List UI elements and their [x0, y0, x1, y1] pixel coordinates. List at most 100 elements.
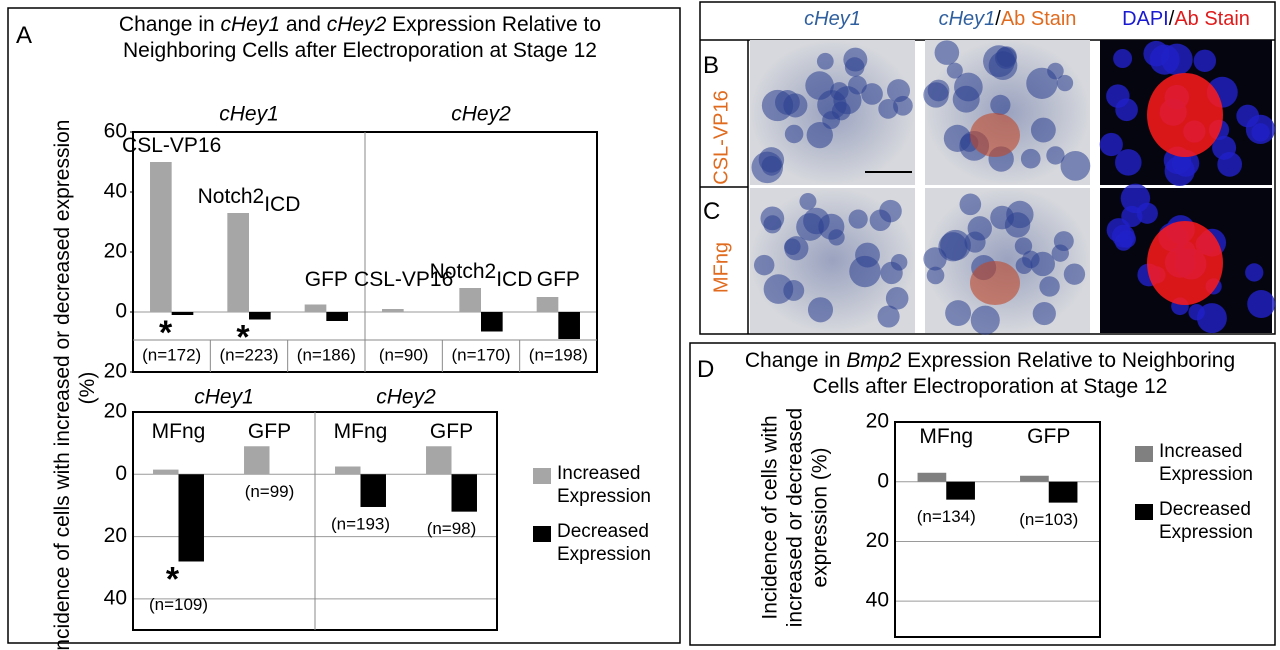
title-text: Expression Relative to [386, 13, 602, 36]
cell [880, 261, 903, 285]
panel-label: D [697, 356, 715, 383]
n-label: (n=98) [427, 519, 477, 538]
column-header: cHey1 [750, 8, 915, 31]
y-tick-label: 20 [866, 529, 889, 552]
cell [1032, 301, 1056, 326]
cell [1060, 150, 1091, 181]
category-label: GFP [305, 268, 348, 291]
category-text: MFng [919, 425, 973, 448]
cell [1039, 276, 1060, 297]
row-label: CSL-VP16 [710, 90, 733, 185]
cell [967, 216, 992, 241]
stain [970, 113, 1020, 157]
cell [784, 124, 804, 144]
title-text: Neighboring Cells after Electroporation … [123, 39, 597, 62]
cell [817, 90, 847, 120]
category-subscript: ICD [264, 193, 300, 216]
cell [959, 193, 982, 216]
stain [1147, 73, 1223, 157]
column-header: DAPI/Ab Stain [1098, 8, 1274, 31]
category-label: GFP [430, 420, 473, 443]
category-text: GFP [537, 268, 580, 291]
significance-mark: * [236, 318, 250, 356]
stain [970, 261, 1020, 305]
y-tick-label: 0 [877, 469, 889, 492]
bar [227, 213, 249, 312]
stain [1147, 221, 1223, 305]
panel-label: A [16, 22, 33, 49]
bar [481, 312, 503, 332]
bar [946, 481, 975, 500]
y-tick-label: 20 [104, 524, 127, 547]
y-tick-label: 40 [104, 586, 127, 609]
cell [946, 62, 963, 79]
bar [451, 474, 477, 512]
cell [1245, 263, 1264, 282]
column-header: cHey1/Ab Stain [920, 8, 1095, 31]
cell [807, 297, 834, 323]
cell [844, 57, 865, 77]
cell [1212, 135, 1237, 160]
cell [1056, 74, 1074, 92]
n-label: (n=193) [331, 514, 390, 533]
category-text: Notch2 [198, 185, 265, 208]
bar [1020, 475, 1049, 482]
y-tick-label: 40 [866, 589, 889, 612]
legend-label: Decreased Expression [557, 521, 651, 565]
cell [934, 40, 960, 65]
cell [1053, 231, 1074, 252]
cell [990, 94, 1011, 116]
n-label: (n=172) [142, 345, 201, 364]
n-label: (n=109) [149, 595, 208, 614]
cell [945, 300, 972, 326]
bar [304, 304, 327, 312]
y-tick-label: 20 [104, 400, 127, 423]
bar [150, 162, 172, 312]
cell [923, 82, 949, 108]
header-text: / [995, 8, 1001, 30]
group-label: cHey2 [451, 103, 511, 126]
cell [816, 52, 834, 70]
category-label: CSL-VP16 [122, 134, 221, 157]
header-text: DAPI [1122, 8, 1169, 30]
panel-d-frame [689, 342, 1276, 646]
legend-label: Decreased Expression [1159, 499, 1253, 543]
cell [877, 305, 900, 328]
significance-mark: * [166, 560, 180, 598]
cell [1047, 62, 1064, 80]
cell [849, 255, 881, 288]
cell [1022, 250, 1040, 269]
cell [1114, 149, 1142, 176]
cell [1099, 132, 1123, 157]
bar [382, 309, 404, 312]
header-text: / [1168, 8, 1175, 30]
cell [1193, 49, 1217, 73]
legend-swatch [1135, 446, 1153, 462]
title-text: cHey2 [326, 13, 387, 36]
cell [763, 274, 794, 304]
bar [536, 297, 559, 312]
panel-d-title: Change in Bmp2 Expression Relative to Ne… [700, 348, 1280, 400]
group-label: cHey1 [219, 103, 279, 126]
panel-a-title: Change in cHey1 and cHey2 Expression Rel… [60, 12, 660, 64]
cell [818, 213, 845, 240]
cell [848, 209, 868, 229]
bar [917, 472, 947, 482]
n-label: (n=223) [219, 345, 278, 364]
cell [1121, 205, 1143, 228]
n-label: (n=90) [379, 345, 429, 364]
category-text: Notch2 [430, 260, 497, 283]
category-subscript: ICD [496, 268, 532, 291]
category-text: GFP [248, 420, 291, 443]
bar [178, 474, 204, 562]
y-tick-label: 0 [115, 462, 127, 485]
group-label: cHey1 [194, 386, 254, 409]
cell [1188, 304, 1205, 321]
y-axis-label: Incidence of cells with increased or dec… [758, 407, 832, 628]
category-label: Notch2ICD [430, 260, 533, 291]
y-tick-label: 20 [104, 360, 127, 383]
legend-swatch [533, 526, 551, 542]
group-label: cHey2 [376, 386, 436, 409]
header-text: cHey1 [804, 8, 861, 30]
